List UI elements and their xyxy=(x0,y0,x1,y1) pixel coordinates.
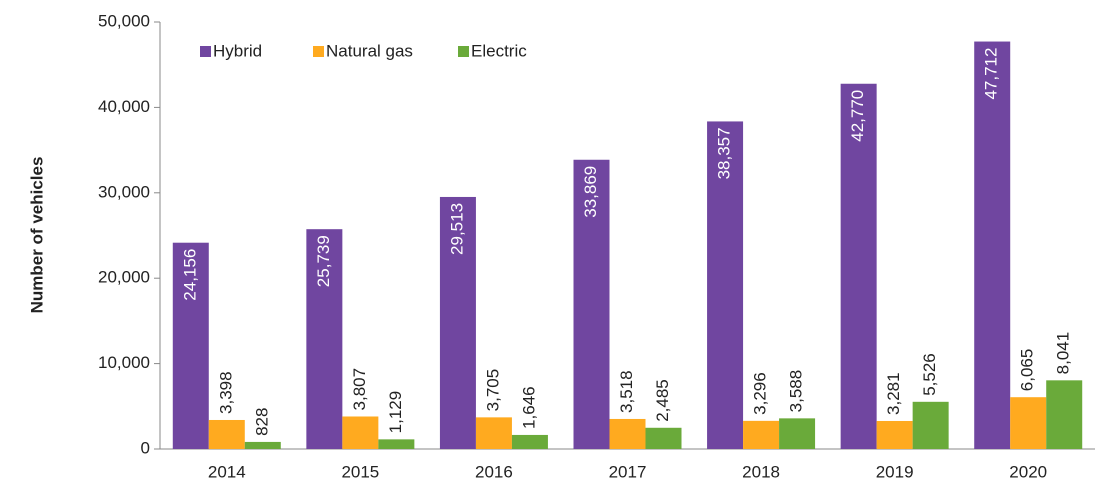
bar xyxy=(974,41,1011,449)
bar xyxy=(840,83,877,449)
data-label: 3,518 xyxy=(617,370,636,413)
bar xyxy=(208,419,245,449)
data-label: 3,705 xyxy=(483,369,502,412)
bar xyxy=(378,439,415,449)
bar xyxy=(912,401,949,449)
data-label: 3,807 xyxy=(350,368,369,411)
x-tick-label: 2015 xyxy=(341,462,379,481)
y-tick-label: 0 xyxy=(141,438,150,457)
legend-label: Natural gas xyxy=(326,41,413,60)
bar xyxy=(475,417,512,449)
x-tick-label: 2019 xyxy=(876,462,914,481)
y-axis-label: Number of vehicles xyxy=(27,157,46,314)
data-label: 47,712 xyxy=(982,48,1001,100)
y-tick-label: 10,000 xyxy=(98,353,150,372)
data-label: 5,526 xyxy=(920,353,939,396)
data-label: 24,156 xyxy=(180,249,199,301)
bar xyxy=(342,416,379,449)
data-label: 3,588 xyxy=(787,370,806,413)
bar xyxy=(779,418,816,449)
data-label: 42,770 xyxy=(848,90,867,142)
legend-swatch xyxy=(313,46,324,57)
data-label: 828 xyxy=(252,408,271,436)
bar xyxy=(172,242,209,449)
legend-label: Electric xyxy=(471,41,527,60)
bar xyxy=(573,159,610,450)
y-tick-label: 40,000 xyxy=(98,97,150,116)
data-label: 25,739 xyxy=(314,235,333,287)
y-tick-label: 20,000 xyxy=(98,268,150,287)
bar xyxy=(707,121,744,450)
legend-swatch xyxy=(458,46,469,57)
y-tick-label: 50,000 xyxy=(98,11,150,30)
y-tick-label: 30,000 xyxy=(98,182,150,201)
x-tick-label: 2020 xyxy=(1009,462,1047,481)
legend-swatch xyxy=(200,46,211,57)
legend-label: Hybrid xyxy=(213,41,262,60)
x-tick-label: 2017 xyxy=(609,462,647,481)
bar xyxy=(609,418,646,449)
data-label: 3,281 xyxy=(884,372,903,415)
bar xyxy=(876,420,913,449)
data-label: 29,513 xyxy=(447,203,466,255)
data-label: 38,357 xyxy=(715,127,734,179)
data-label: 1,646 xyxy=(519,386,538,429)
bar xyxy=(306,229,343,449)
bar xyxy=(244,441,281,449)
data-label: 6,065 xyxy=(1018,349,1037,392)
data-label: 3,398 xyxy=(216,371,235,414)
bar xyxy=(743,420,780,449)
bar xyxy=(645,427,682,449)
x-tick-label: 2016 xyxy=(475,462,513,481)
bar xyxy=(1010,397,1047,449)
data-label: 3,296 xyxy=(751,372,770,415)
x-tick-label: 2014 xyxy=(208,462,246,481)
data-label: 8,041 xyxy=(1054,332,1073,375)
bar xyxy=(1046,380,1083,449)
data-label: 33,869 xyxy=(581,166,600,218)
bar xyxy=(511,434,548,449)
data-label: 2,485 xyxy=(653,379,672,422)
data-label: 1,129 xyxy=(386,391,405,434)
x-tick-label: 2018 xyxy=(742,462,780,481)
bar xyxy=(439,196,476,449)
